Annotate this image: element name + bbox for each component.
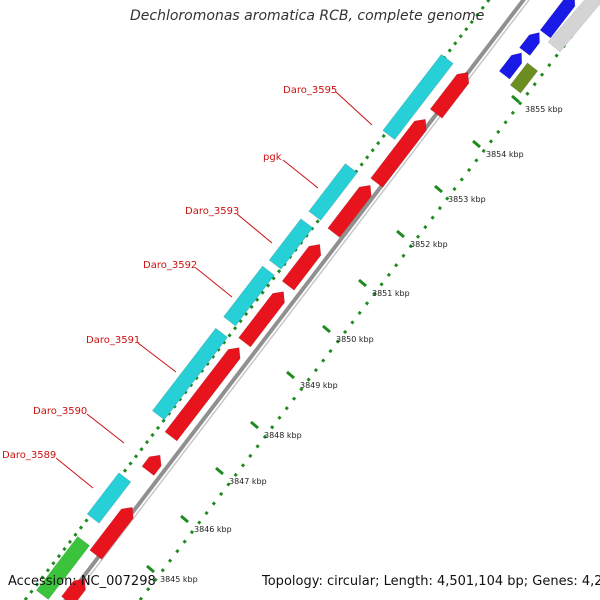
scale-major-tick [322,324,331,334]
scale-tick-label: 3853 kbp [448,195,486,204]
gene-feature[interactable] [223,265,275,327]
olive-feature[interactable] [509,62,539,94]
gene-label[interactable]: pgk [263,152,282,163]
gene-label[interactable]: Daro_3589 [2,450,56,461]
topology-label: Topology: circular; Length: 4,501,104 bp… [262,574,600,589]
gene-feature[interactable] [151,327,229,421]
cds-feature[interactable] [141,454,162,476]
scale-major-tick [396,229,405,239]
gene-label-leader [195,267,233,298]
cds-feature[interactable] [370,118,427,188]
cds-feature[interactable] [281,244,322,291]
scale-tick-label: 3849 kbp [300,381,338,390]
cds-feature[interactable] [89,506,134,560]
gene-label-leader [282,159,319,189]
scale-tick-label: 3851 kbp [372,289,410,298]
gene-feature[interactable] [86,472,132,524]
cds-feature[interactable] [164,347,241,442]
scale-tick-label: 3845 kbp [160,575,198,584]
scale-tick-label: 3854 kbp [486,150,524,159]
cds-feature[interactable] [429,72,470,119]
cds-feature[interactable] [61,578,86,600]
scale-major-tick [286,370,295,380]
gene-label[interactable]: Daro_3593 [185,206,239,217]
other-feature-grey[interactable] [547,0,600,53]
scale-tick-label: 3846 kbp [194,525,232,534]
gene-label[interactable]: Daro_3592 [143,260,197,271]
scale-major-tick [472,139,481,149]
scale-major-tick [358,278,367,288]
scale-major-tick [180,514,189,524]
gene-label[interactable]: Daro_3591 [86,335,140,346]
scale-major-tick [215,466,224,476]
gene-feature[interactable] [268,218,314,270]
scale-major-tick [250,420,259,430]
gene-feature[interactable] [308,163,358,221]
gene-label-leader [86,413,125,444]
accession-label: Accession: NC_007298 [8,574,156,589]
rna-feature[interactable] [35,536,91,600]
map-title: Dechloromonas aromatica RCB, complete ge… [130,8,485,24]
cds-feature[interactable] [238,291,285,348]
scale-major-tick [511,94,520,104]
gene-label-leader [335,91,373,126]
scale-tick-label: 3850 kbp [336,335,374,344]
scale-dotted-line [138,11,592,600]
gene-label-leader [236,213,273,244]
gene-label-leader [55,457,94,489]
gene-label[interactable]: Daro_3590 [33,406,87,417]
gene-label[interactable]: Daro_3595 [283,85,337,96]
other-strand-feature[interactable] [519,32,540,56]
other-strand-feature[interactable] [498,52,523,80]
scale-tick-label: 3855 kbp [525,105,563,114]
gene-label-leader [137,342,177,373]
scale-tick-label: 3852 kbp [410,240,448,249]
scale-major-tick [146,564,155,574]
cds-feature[interactable] [327,184,372,238]
other-strand-feature[interactable] [539,0,576,39]
scale-major-tick [434,184,443,194]
scale-tick-label: 3848 kbp [264,431,302,440]
gene-feature[interactable] [382,53,454,141]
scale-tick-label: 3847 kbp [229,477,267,486]
